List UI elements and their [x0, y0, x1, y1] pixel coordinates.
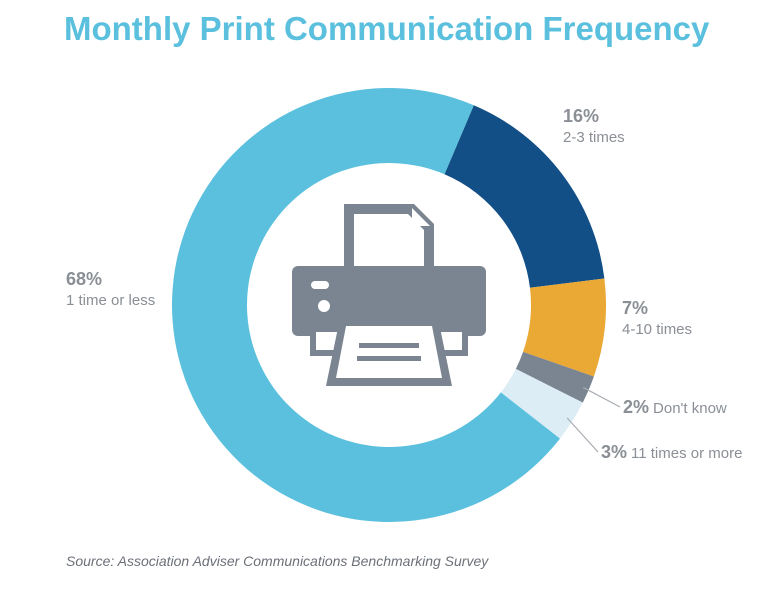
slice-1-time-or-less — [171, 87, 560, 522]
slice-label-4-10-times: 7% 4-10 times — [622, 297, 692, 341]
slice-value: 2% — [623, 397, 650, 417]
printer-button — [311, 281, 329, 289]
slice-label-11-times-or-more: 3% 11 times or more — [601, 442, 742, 463]
slice-don-t-know — [515, 351, 594, 403]
slice-value: 7% — [622, 298, 649, 318]
slice-label-1-time-or-less: 68% 1 time or less — [66, 268, 155, 312]
slice-label-dont-know: 2% Don't know — [623, 397, 727, 418]
slice-desc: 2-3 times — [563, 129, 625, 146]
slice-desc: 4-10 times — [622, 321, 693, 338]
slice-label-2-3-times: 16% 2-3 times — [563, 105, 625, 149]
printer-icon — [292, 204, 486, 386]
leader-line — [566, 417, 599, 453]
slice-4-10-times — [523, 278, 606, 377]
leader-line — [582, 386, 621, 408]
source-note: Source: Association Adviser Communicatio… — [66, 553, 489, 569]
slice-value: 3% — [601, 442, 628, 462]
printer-light — [318, 300, 330, 312]
slice-2-3-times — [444, 105, 605, 288]
slice-11-times-or-more — [500, 368, 583, 439]
slice-value: 68% — [66, 269, 103, 289]
slice-value: 16% — [563, 106, 600, 126]
slice-desc: 1 time or less — [66, 292, 156, 309]
slice-desc: 11 times or more — [631, 445, 743, 462]
slice-desc: Don't know — [653, 400, 727, 417]
chart-title: Monthly Print Communication Frequency — [64, 10, 710, 47]
